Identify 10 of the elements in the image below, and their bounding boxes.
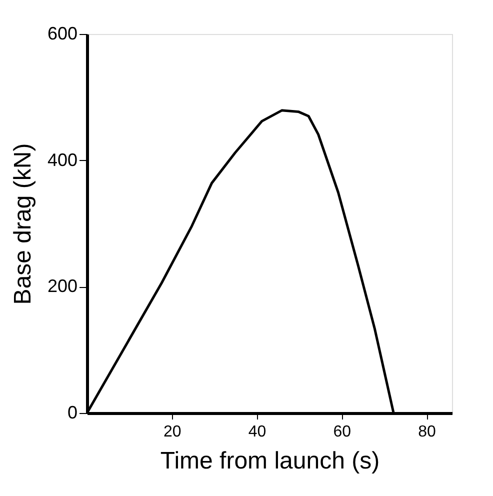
y-tick-label: 400 — [47, 150, 78, 170]
x-tick-label: 40 — [248, 424, 266, 440]
x-axis-title: Time from launch (s) — [160, 448, 380, 474]
y-tick-label: 0 — [67, 402, 78, 422]
y-axis-title: Base drag (kN) — [9, 143, 36, 305]
x-tick-label: 60 — [333, 424, 352, 440]
y-tick-label: 200 — [47, 276, 78, 296]
x-tick-label: 20 — [163, 424, 182, 440]
x-tick-label: 80 — [418, 424, 436, 440]
y-tick-label: 600 — [47, 24, 78, 44]
